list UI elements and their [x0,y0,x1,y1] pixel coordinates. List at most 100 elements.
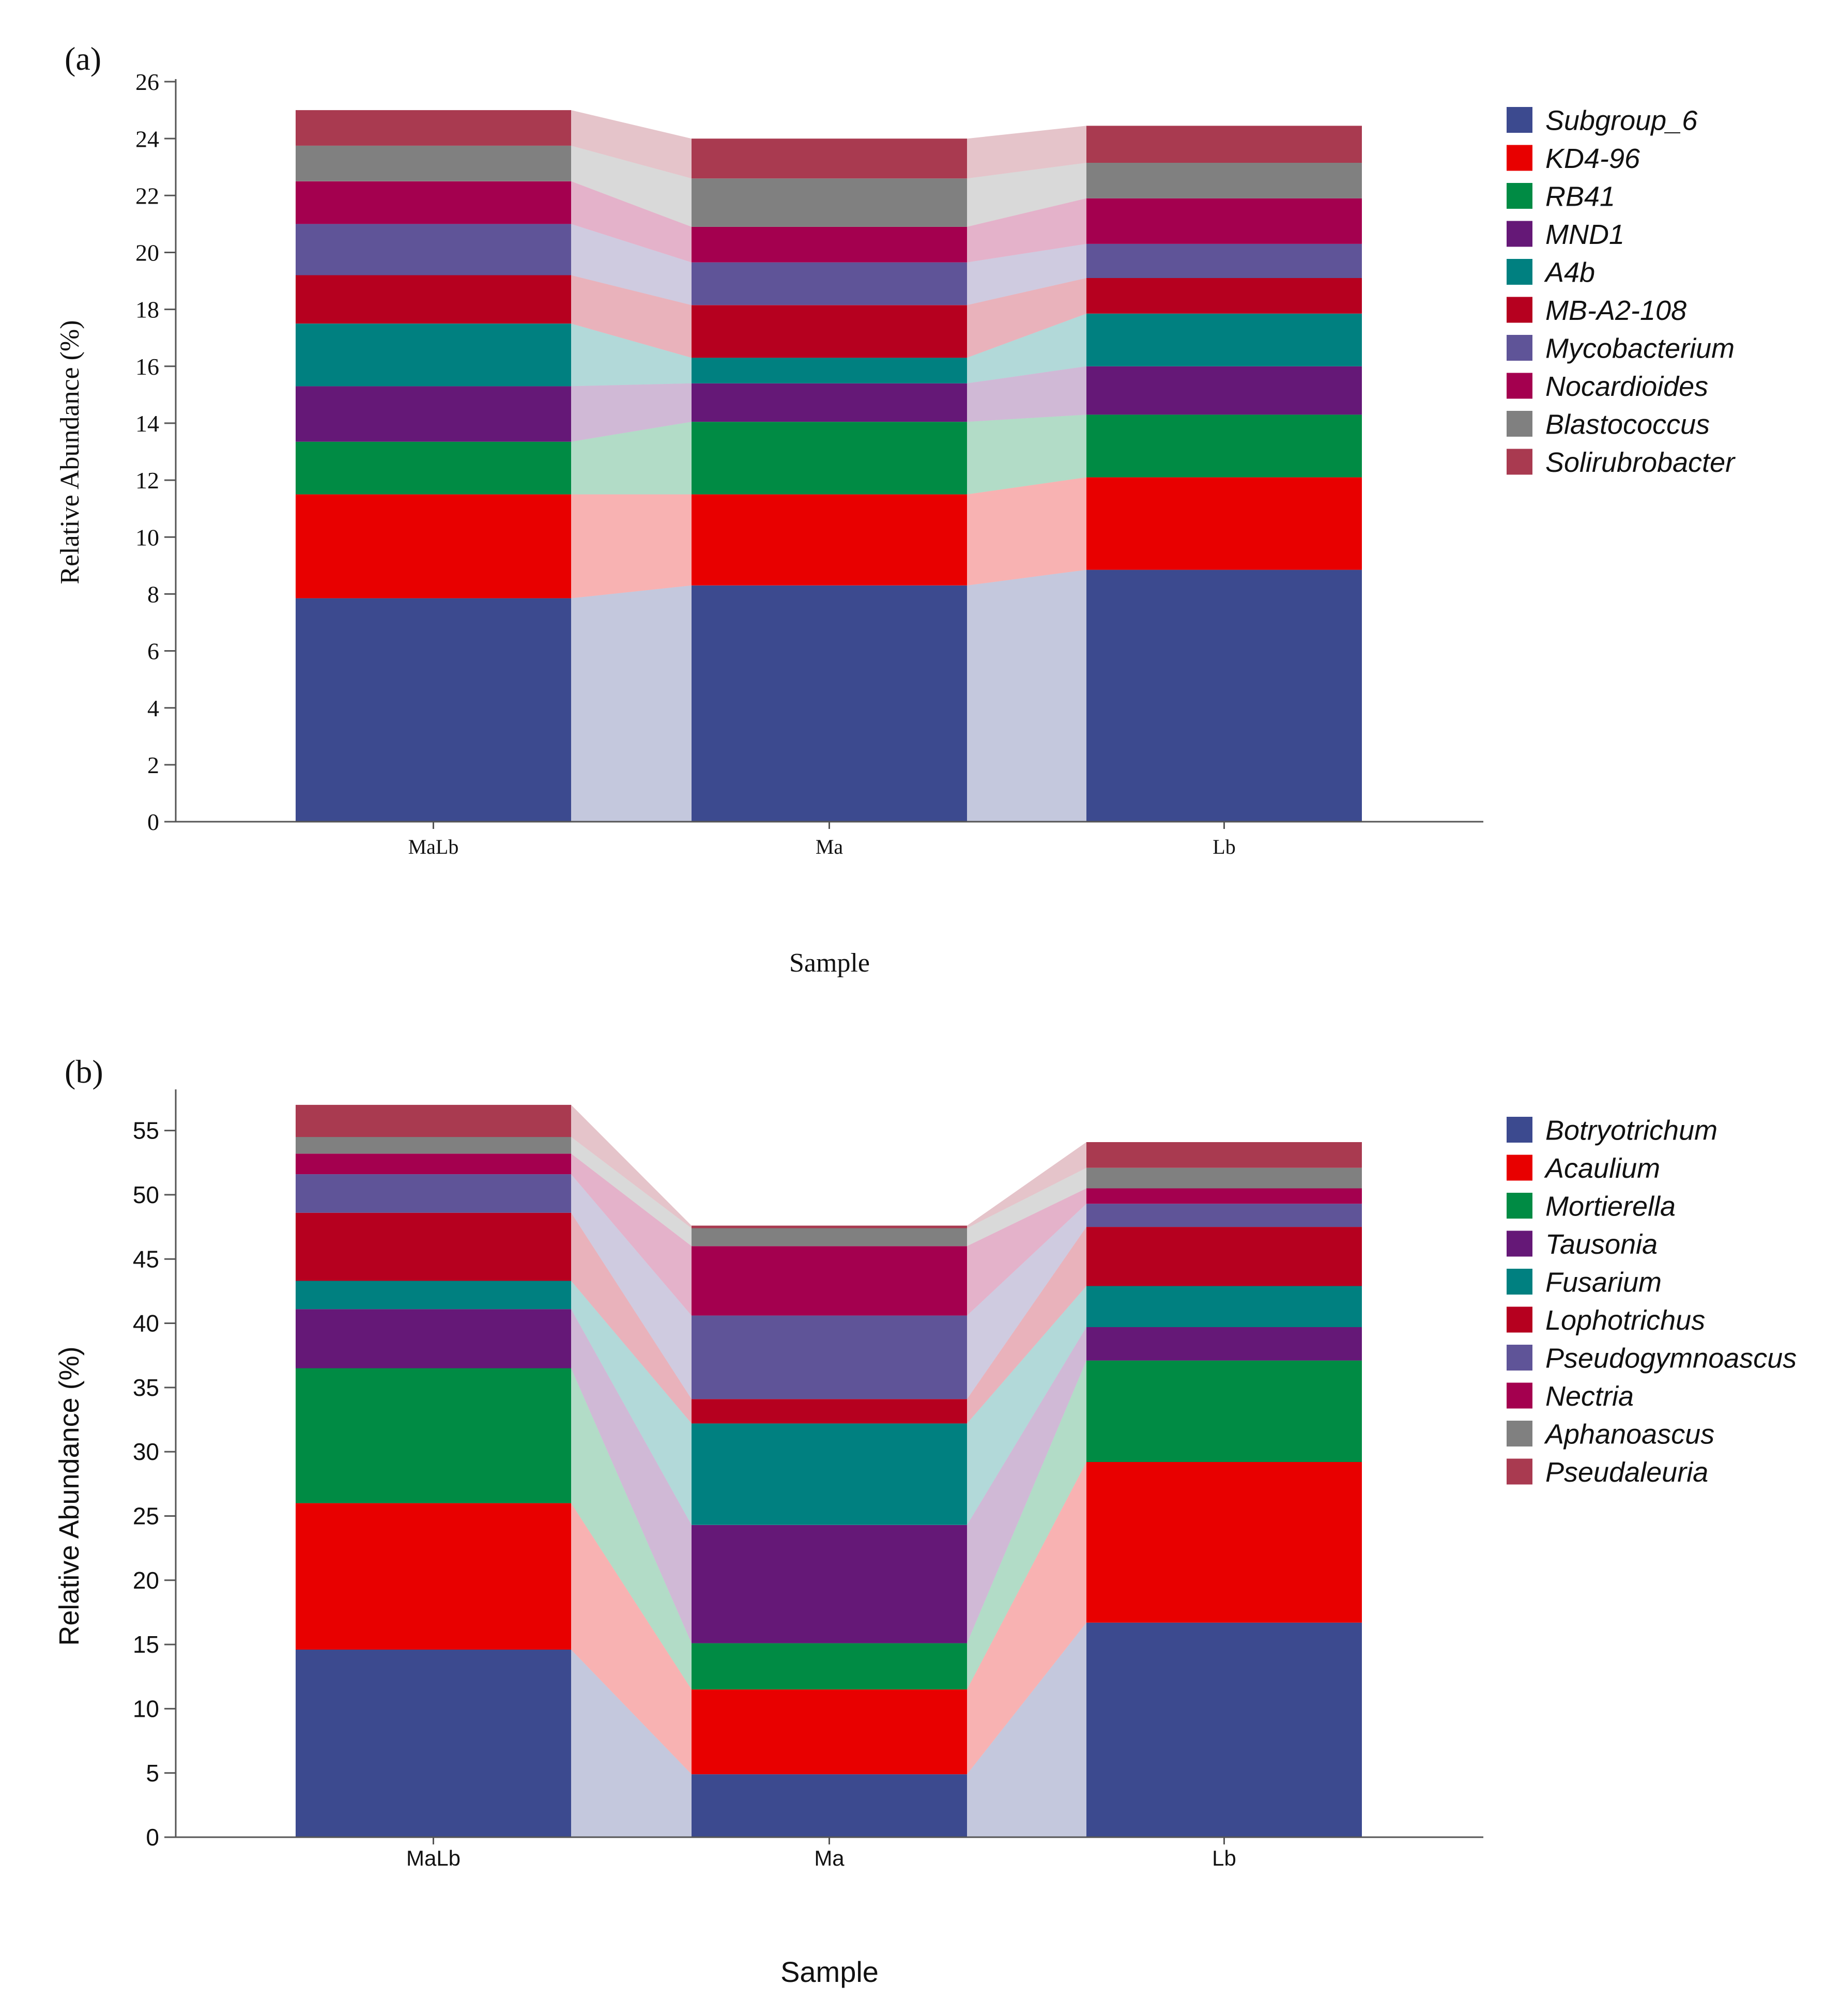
connector-solirubrobacter-1 [571,110,692,179]
connector-subgroup-6-1 [571,585,692,822]
y-tick-label: 12 [135,467,159,494]
connector-mycobacterium-1 [571,224,692,305]
legend-label-acaulium: Acaulium [1544,1153,1660,1184]
x-axis-title: Sample [780,1956,879,1988]
connector-kd4-96-2 [967,477,1086,586]
bar-lb-mnd1 [1086,366,1362,415]
connector-aphanoascus-2 [967,1167,1086,1246]
y-axis-title: Relative Abundance (%) [55,320,85,584]
bar-ma-lophotrichus [692,1399,967,1424]
legend-label-aphanoascus: Aphanoascus [1544,1419,1714,1450]
bar-malb-mb-a2-108 [296,275,571,324]
y-tick-label: 20 [133,1567,159,1594]
connector-mortierella-1 [571,1368,692,1690]
legend-swatch-nocardioides [1507,373,1532,399]
y-tick-label: 2 [147,752,159,778]
legend-swatch-mortierella [1507,1193,1532,1219]
bar-lb-tausonia [1086,1327,1362,1361]
connector-subgroup-6-2 [967,570,1086,822]
connector-nocardioides-1 [571,181,692,263]
y-tick-label: 16 [135,353,159,380]
connector-a4b-2 [967,313,1086,383]
legend-swatch-blastococcus [1507,411,1532,437]
x-tick-label-lb: Lb [1213,835,1235,858]
x-axis-title: Sample [789,948,870,978]
y-tick-label: 35 [133,1374,159,1401]
connector-pseudogymnoascus-1 [571,1174,692,1399]
connector-botryotrichum-1 [571,1650,692,1837]
legend-swatch-nectria [1507,1382,1532,1409]
bar-lb-blastococcus [1086,163,1362,198]
connector-aphanoascus-1 [571,1137,692,1246]
y-tick-label: 55 [133,1117,159,1144]
bar-malb-tausonia [296,1309,571,1368]
bar-malb-botryotrichum [296,1650,571,1837]
connector-tausonia-2 [967,1327,1086,1643]
legend-label-subgroup-6: Subgroup_6 [1545,105,1698,136]
x-tick-label-malb: MaLb [406,1846,461,1870]
connector-solirubrobacter-2 [967,126,1086,179]
panel-label: (a) [65,40,101,77]
bar-ma-rb41 [692,422,967,495]
y-tick-label: 40 [133,1310,159,1337]
bar-ma-mycobacterium [692,262,967,305]
legend-label-mycobacterium: Mycobacterium [1545,333,1735,364]
bar-ma-acaulium [692,1689,967,1775]
connector-nectria-2 [967,1188,1086,1316]
connector-mycobacterium-2 [967,243,1086,305]
y-tick-label: 30 [133,1438,159,1465]
connector-rb41-1 [571,422,692,495]
bar-malb-nectria [296,1153,571,1175]
legend-swatch-pseudogymnoascus [1507,1345,1532,1371]
legend-swatch-solirubrobacter [1507,449,1532,475]
connector-blastococcus-2 [967,163,1086,227]
bar-lb-a4b [1086,313,1362,366]
bar-malb-lophotrichus [296,1212,571,1281]
bar-malb-acaulium [296,1503,571,1650]
bar-ma-subgroup-6 [692,585,967,822]
y-tick-label: 20 [135,240,159,266]
bar-malb-pseudaleuria [296,1104,571,1137]
bar-ma-nectria [692,1246,967,1316]
connector-mnd1-2 [967,366,1086,422]
legend-swatch-pseudaleuria [1507,1458,1532,1485]
connector-blastococcus-1 [571,145,692,227]
bar-lb-nectria [1086,1188,1362,1204]
bar-ma-mnd1 [692,383,967,422]
y-tick-label: 5 [146,1760,159,1787]
legend-label-rb41: RB41 [1545,181,1615,212]
legend: Botryotrichum Acaulium Mortierella Tausonia… [1507,1115,1797,1488]
legend-label-pseudogymnoascus: Pseudogymnoascus [1545,1343,1797,1374]
connector-pseudaleuria-2 [967,1142,1086,1228]
bar-malb-aphanoascus [296,1137,571,1154]
legend-swatch-subgroup-6 [1507,107,1532,133]
x-tick-label-malb: MaLb [408,835,459,858]
y-tick-label: 50 [133,1181,159,1208]
y-tick-label: 26 [135,69,159,95]
legend-label-nectria: Nectria [1545,1381,1634,1412]
bar-malb-mnd1 [296,386,571,442]
legend-label-a4b: A4b [1544,257,1595,288]
bar-malb-solirubrobacter [296,110,571,146]
bar-malb-pseudogymnoascus [296,1174,571,1213]
y-tick-label: 10 [135,524,159,550]
bar-ma-pseudogymnoascus [692,1315,967,1399]
bar-lb-solirubrobacter [1086,126,1362,163]
legend-swatch-mb-a2-108 [1507,297,1532,323]
y-tick-label: 10 [133,1695,159,1722]
bar-ma-botryotrichum [692,1774,967,1837]
legend-label-pseudaleuria: Pseudaleuria [1545,1457,1708,1488]
bar-ma-tausonia [692,1525,967,1643]
connector-mb-a2-108-2 [967,278,1086,358]
bar-lb-pseudogymnoascus [1086,1204,1362,1227]
connector-fusarium-2 [967,1286,1086,1525]
y-tick-label: 25 [133,1503,159,1530]
y-axis-title: Relative Abundance (%) [54,1346,85,1645]
legend-label-kd4-96: KD4-96 [1545,143,1640,174]
bar-ma-mortierella [692,1643,967,1690]
bar-malb-kd4-96 [296,494,571,598]
y-tick-label: 14 [135,410,159,437]
y-tick-label: 15 [133,1631,159,1658]
